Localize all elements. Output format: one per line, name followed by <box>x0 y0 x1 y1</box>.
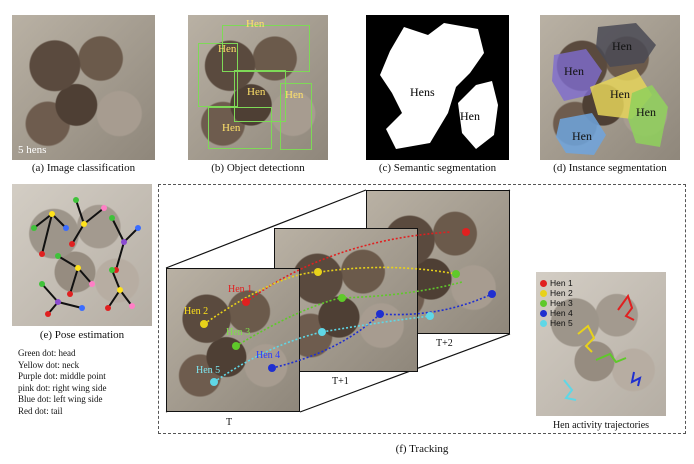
segmentation-shapes <box>380 23 498 149</box>
bbox-hen-2 <box>222 25 310 72</box>
pose-legend: Green dot: head Yellow dot: neck Purple … <box>18 348 107 417</box>
frame-label-t: T <box>226 417 233 428</box>
pose-estimation-photo <box>12 184 152 326</box>
bbox-hen-3 <box>234 70 286 122</box>
track-legend-label: Hen 4 <box>550 308 573 318</box>
track-legend-label: Hen 3 <box>550 298 573 308</box>
trajectory-scribbles <box>563 293 642 401</box>
bbox-label-4: Hen <box>285 89 304 101</box>
track-legend-item: Hen 2 <box>540 288 573 298</box>
semantic-segmentation-mask: Hens Hen <box>366 15 509 160</box>
caption-pose-estimation: (e) Pose estimation <box>39 329 125 341</box>
trajectories-photo: Hen 1 Hen 2 Hen 3 Hen 4 Hen 5 <box>536 272 666 416</box>
hen-5-marker <box>540 319 547 327</box>
track-legend-label: Hen 1 <box>550 278 573 288</box>
object-detection-photo: Hen Hen Hen Hen Hen <box>188 15 328 160</box>
pose-legend-item: Purple dot: middle point <box>18 371 106 381</box>
semantic-label-hens: Hens <box>410 85 435 99</box>
caption-instance-segmentation: (d) Instance segmentation <box>553 162 667 174</box>
instance-masks <box>552 23 668 155</box>
pose-legend-item: pink dot: right wing side <box>18 382 107 393</box>
hen-4-marker <box>540 309 547 317</box>
bbox-hen-4 <box>280 83 312 150</box>
track-legend-item: Hen 5 <box>540 318 573 328</box>
bbox-label-3: Hen <box>247 86 266 98</box>
caption-tracking: (f) Tracking <box>395 443 449 455</box>
pose-skeletons <box>31 197 141 317</box>
instance-label-5: Hen <box>572 129 592 143</box>
instance-segmentation-photo: Hen Hen Hen Hen Hen <box>540 15 680 160</box>
instance-label-2: Hen <box>564 64 584 78</box>
track-label-hen-2: Hen 2 <box>184 306 209 317</box>
track-legend-item: Hen 3 <box>540 298 573 308</box>
tracking-frame <box>158 184 686 434</box>
image-classification-photo: 5 hens <box>12 15 155 160</box>
pose-legend-item: Yellow dot: neck <box>18 359 80 370</box>
instance-label-4: Hen <box>636 105 656 119</box>
instance-label-1: Hen <box>612 39 632 53</box>
frame-label-t2: T+2 <box>436 338 453 349</box>
track-label-hen-4: Hen 4 <box>256 350 281 361</box>
semantic-label-hen: Hen <box>460 109 480 123</box>
track-label-hen-3: Hen 3 <box>226 327 251 338</box>
track-legend-item: Hen 4 <box>540 308 573 318</box>
frame-t <box>166 268 300 412</box>
pose-legend-item: Green dot: head <box>18 348 76 358</box>
pose-legend-item: Red dot: tail <box>18 405 63 416</box>
hen-count-label: 5 hens <box>18 144 47 156</box>
bbox-hen-1 <box>198 43 238 107</box>
caption-object-detection: (b) Object detectionn <box>211 162 305 174</box>
caption-semantic-segmentation: (c) Semantic segmentation <box>378 162 497 174</box>
frame-label-t1: T+1 <box>332 376 349 387</box>
hen-1-marker <box>540 279 547 287</box>
bbox-hen-5 <box>208 107 272 149</box>
caption-trajectories: Hen activity trajectories <box>552 420 650 431</box>
bbox-label-2: Hen <box>246 18 265 30</box>
track-legend: Hen 1 Hen 2 Hen 3 Hen 4 Hen 5 <box>540 278 573 328</box>
track-label-hen-1: Hen 1 <box>228 284 253 295</box>
instance-label-3: Hen <box>610 87 630 101</box>
pose-legend-item: Blue dot: left wing side <box>18 394 103 404</box>
track-legend-label: Hen 5 <box>550 318 573 328</box>
track-legend-label: Hen 2 <box>550 288 573 298</box>
track-label-hen-5: Hen 5 <box>196 365 221 376</box>
hen-2-marker <box>540 289 547 297</box>
track-legend-item: Hen 1 <box>540 278 573 288</box>
caption-image-classification: (a) Image classification <box>31 162 136 174</box>
bbox-label-1: Hen <box>218 43 237 55</box>
bbox-label-5: Hen <box>222 122 241 134</box>
hen-3-marker <box>540 299 547 307</box>
